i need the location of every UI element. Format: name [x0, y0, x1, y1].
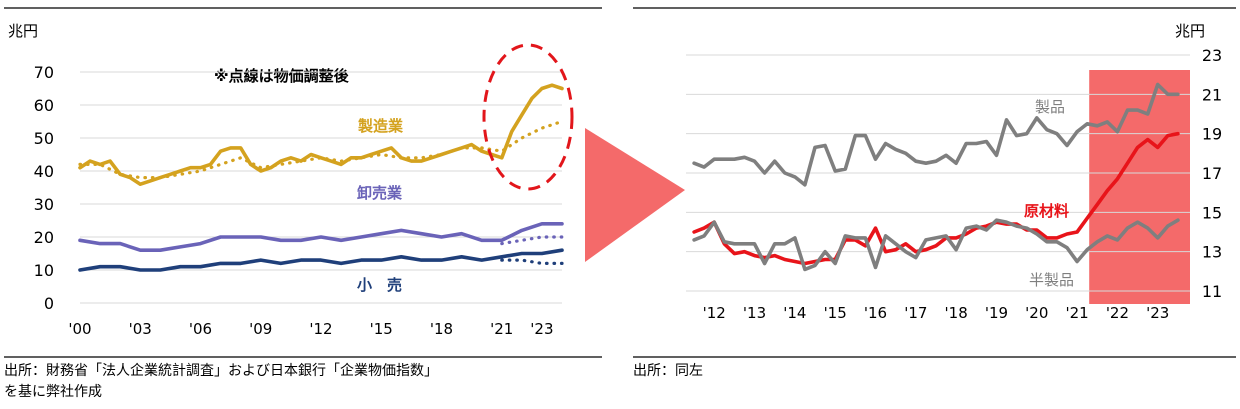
- left-axis-labels: 0 10 20 30 40 50 60 70 '00 '03 '06 '09 '12 '15 '18 '21 '…: [34, 63, 554, 338]
- right-x-tick-label: '21: [1065, 304, 1088, 322]
- series-label-products: 製品: [1035, 98, 1065, 116]
- right-y-tick-label: 13: [1202, 243, 1222, 262]
- right-y-tick-label: 23: [1202, 46, 1222, 65]
- right-x-tick-label: '18: [945, 304, 968, 322]
- left-series-line: [78, 222, 564, 252]
- left-y-tick-label: 50: [34, 129, 54, 148]
- left-x-tick-label: '09: [249, 320, 272, 338]
- left-note: ※点線は物価調整後: [214, 67, 350, 85]
- left-source-line1: 出所：財務省「法人企業統計調査」および日本銀行「企業物価指数」: [4, 363, 438, 379]
- right-x-tick-label: '15: [824, 304, 847, 322]
- series-label-wholesale: 卸売業: [357, 184, 403, 202]
- left-series-line: [78, 83, 564, 186]
- right-axis-labels: 11 13 15 17 19 21 23 '12 '13 '14 '15 '16 '17 '18 '19 '2…: [703, 46, 1223, 322]
- left-x-tick-label: '18: [430, 320, 453, 338]
- right-x-tick-label: '12: [703, 304, 726, 322]
- right-x-tick-label: '22: [1106, 304, 1129, 322]
- left-x-tick-label: '21: [490, 320, 513, 338]
- right-unit-label: 兆円: [1175, 22, 1205, 40]
- left-x-tick-label: '12: [309, 320, 332, 338]
- left-series-line: [500, 258, 564, 265]
- right-x-tick-label: '14: [783, 304, 806, 322]
- left-y-tick-label: 10: [34, 261, 54, 280]
- arrow-shape: [585, 128, 685, 262]
- right-series-line: [692, 131, 1180, 266]
- right-x-tick-label: '19: [985, 304, 1008, 322]
- left-x-tick-label: '03: [129, 320, 152, 338]
- highlight-rect: [1089, 70, 1190, 304]
- series-label-manufacturing: 製造業: [357, 117, 404, 135]
- right-y-tick-label: 17: [1202, 164, 1222, 183]
- left-x-tick-label: '06: [189, 320, 212, 338]
- right-source: 出所：同左: [633, 363, 703, 379]
- left-y-tick-label: 30: [34, 195, 54, 214]
- right-x-tick-label: '13: [743, 304, 766, 322]
- left-series: [78, 83, 564, 272]
- left-y-tick-label: 40: [34, 162, 54, 181]
- left-y-tick-label: 60: [34, 96, 54, 115]
- right-y-tick-label: 11: [1202, 282, 1222, 301]
- highlight-ellipse: [482, 43, 574, 191]
- series-label-retail: 小 売: [357, 276, 402, 294]
- left-x-tick-label: '15: [370, 320, 393, 338]
- left-y-tick-label: 20: [34, 228, 54, 247]
- left-x-tick-label: '23: [530, 320, 553, 338]
- left-y-tick-label: 70: [34, 63, 54, 82]
- left-series-line: [78, 119, 564, 180]
- left-unit-label: 兆円: [8, 22, 38, 40]
- right-x-tick-label: '16: [864, 304, 887, 322]
- series-label-semi-products: 半製品: [1029, 271, 1074, 289]
- left-x-tick-label: '00: [68, 320, 91, 338]
- right-y-tick-label: 19: [1202, 125, 1222, 144]
- series-label-raw-materials: 原材料: [1024, 202, 1069, 220]
- right-x-tick-label: '17: [904, 304, 927, 322]
- left-source-line2: を基に弊社作成: [4, 384, 102, 400]
- right-x-tick-label: '20: [1025, 304, 1048, 322]
- right-series-line: [692, 82, 1180, 187]
- left-series-line: [78, 248, 564, 272]
- right-series-line: [692, 218, 1180, 272]
- right-x-tick-label: '23: [1146, 304, 1169, 322]
- left-series-line: [500, 235, 564, 246]
- right-y-tick-label: 15: [1202, 203, 1222, 222]
- left-y-tick-label: 0: [44, 294, 54, 313]
- right-series: [692, 82, 1180, 272]
- right-highlight-area: [1089, 70, 1190, 304]
- right-y-tick-label: 21: [1202, 85, 1222, 104]
